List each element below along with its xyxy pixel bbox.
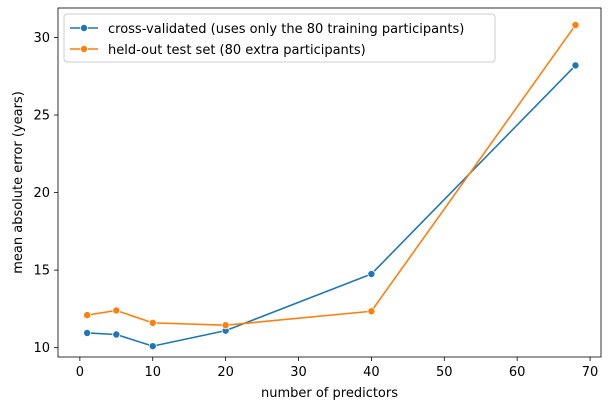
data-point-s1-6	[571, 61, 580, 70]
x-tick-label: 60	[509, 365, 526, 380]
x-tick-label: 30	[290, 365, 307, 380]
x-tick-label: 0	[76, 365, 84, 380]
data-point-s1-5	[367, 270, 376, 279]
legend-label-2: held-out test set (80 extra participants…	[108, 43, 366, 58]
plot-area	[83, 21, 580, 351]
x-tick-label: 10	[144, 365, 161, 380]
axes: 0 10 20 30 40 50 60 70 10 15 20 25 30 number of predi…	[11, 7, 602, 401]
x-axis-label: number of predictors	[261, 386, 398, 401]
x-tick-label: 70	[582, 365, 599, 380]
data-point-s2-6	[571, 21, 580, 30]
x-tick-label: 50	[436, 365, 453, 380]
plot-frame	[57, 7, 602, 358]
x-tick-label: 20	[217, 365, 234, 380]
y-tick-label: 20	[33, 186, 50, 201]
series-line-2	[87, 24, 577, 327]
legend-box	[63, 13, 496, 63]
legend-marker-2	[80, 45, 89, 54]
legend-label-1: cross-validated (uses only the 80 traini…	[108, 22, 464, 37]
data-point-s2-3	[148, 318, 157, 327]
x-tick-label: 40	[363, 365, 380, 380]
data-point-s1-3	[148, 342, 157, 351]
y-tick-label: 10	[33, 341, 50, 356]
legend: cross-validated (uses only the 80 traini…	[63, 13, 496, 63]
y-tick-label: 25	[33, 109, 50, 124]
data-point-s2-5	[367, 307, 376, 316]
data-point-s2-4	[221, 321, 230, 330]
y-tick-label: 30	[33, 31, 50, 46]
data-point-s1-2	[112, 330, 121, 339]
series-line-1	[87, 64, 577, 347]
data-point-s2-2	[112, 306, 121, 315]
legend-marker-1	[80, 23, 89, 32]
data-point-s1-1	[83, 328, 92, 337]
y-axis-label: mean absolute error (years)	[11, 91, 26, 274]
data-point-s2-1	[83, 311, 92, 320]
y-tick-label: 15	[33, 264, 50, 279]
